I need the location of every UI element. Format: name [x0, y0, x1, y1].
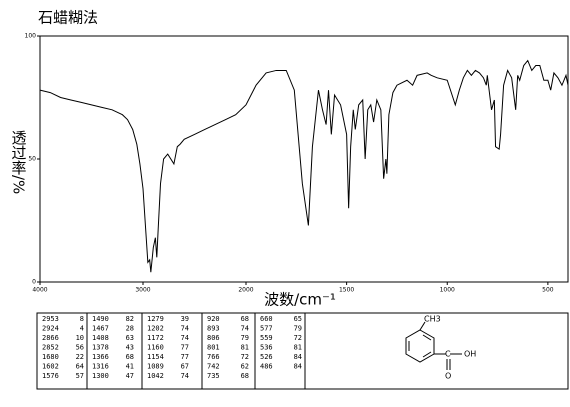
peak-wavenumber: 1300 [92, 372, 109, 380]
peak-wavenumber: 893 [207, 325, 220, 333]
peak-intensity: 81 [294, 344, 302, 352]
peak-wavenumber: 1602 [42, 363, 59, 371]
peak-wavenumber: 1680 [42, 353, 59, 361]
peak-wavenumber: 2953 [42, 315, 59, 323]
peak-intensity: 79 [294, 325, 302, 333]
peak-wavenumber: 2866 [42, 334, 59, 342]
peak-wavenumber: 766 [207, 353, 220, 361]
structure-label: O [445, 372, 451, 381]
peak-intensity: 74 [181, 325, 189, 333]
peak-intensity: 56 [76, 344, 84, 352]
peak-wavenumber: 1042 [147, 372, 164, 380]
peak-wavenumber: 742 [207, 363, 220, 371]
peak-wavenumber: 735 [207, 372, 220, 380]
peak-intensity: 57 [76, 372, 84, 380]
peak-intensity: 82 [126, 315, 134, 323]
peak-intensity: 28 [126, 325, 134, 333]
peak-wavenumber: 526 [260, 353, 273, 361]
y-tick-label: 0 [32, 279, 36, 286]
y-tick-label: 100 [25, 33, 37, 40]
peak-intensity: 74 [181, 372, 189, 380]
peak-wavenumber: 1576 [42, 372, 59, 380]
peak-intensity: 79 [241, 334, 249, 342]
x-tick-label: 1000 [440, 287, 455, 294]
plot-frame [39, 35, 569, 283]
structure-label: C [445, 350, 451, 359]
peak-wavenumber: 577 [260, 325, 273, 333]
peak-wavenumber: 1378 [92, 344, 109, 352]
peak-intensity: 84 [294, 353, 302, 361]
peak-intensity: 22 [76, 353, 84, 361]
peak-intensity: 4 [80, 325, 84, 333]
x-tick-label: 500 [542, 287, 554, 294]
peak-intensity: 43 [126, 344, 134, 352]
peak-wavenumber: 1172 [147, 334, 164, 342]
peak-intensity: 77 [181, 353, 189, 361]
peak-wavenumber: 1316 [92, 363, 109, 371]
peak-wavenumber: 920 [207, 315, 220, 323]
peak-intensity: 41 [126, 363, 134, 371]
peak-intensity: 39 [181, 315, 189, 323]
peak-wavenumber: 1154 [147, 353, 164, 361]
peak-wavenumber: 1366 [92, 353, 109, 361]
x-tick-label: 1500 [339, 287, 354, 294]
peak-wavenumber: 2852 [42, 344, 59, 352]
peak-intensity: 68 [241, 315, 249, 323]
x-tick-label: 4000 [32, 287, 47, 294]
peak-wavenumber: 1408 [92, 334, 109, 342]
peak-intensity: 68 [241, 372, 249, 380]
x-tick-label: 3000 [135, 287, 150, 294]
peak-wavenumber: 536 [260, 344, 273, 352]
structure-label: OH [464, 350, 476, 359]
peak-wavenumber: 1467 [92, 325, 109, 333]
peak-intensity: 65 [294, 315, 302, 323]
peak-wavenumber: 1279 [147, 315, 164, 323]
peak-intensity: 77 [181, 344, 189, 352]
structure-label: CH3 [424, 315, 441, 324]
peak-intensity: 74 [181, 334, 189, 342]
peak-wavenumber: 2924 [42, 325, 59, 333]
peak-intensity: 72 [294, 334, 302, 342]
y-axis-label: 透过率/% [10, 130, 28, 194]
peak-intensity: 10 [76, 334, 84, 342]
peak-wavenumber: 486 [260, 363, 273, 371]
peak-intensity: 84 [294, 363, 302, 371]
spectrum-line [39, 59, 569, 273]
peak-wavenumber: 806 [207, 334, 220, 342]
chart-title: 石蜡糊法 [38, 9, 98, 27]
peak-wavenumber: 559 [260, 334, 273, 342]
peak-wavenumber: 1160 [147, 344, 164, 352]
structure-drawing [405, 321, 462, 370]
peak-intensity: 63 [126, 334, 134, 342]
peak-intensity: 47 [126, 372, 134, 380]
peak-wavenumber: 801 [207, 344, 220, 352]
peak-intensity: 62 [241, 363, 249, 371]
peak-intensity: 8 [80, 315, 84, 323]
peak-table-frame [36, 312, 569, 390]
peak-intensity: 74 [241, 325, 249, 333]
peak-wavenumber: 1490 [92, 315, 109, 323]
peak-intensity: 67 [181, 363, 189, 371]
peak-wavenumber: 660 [260, 315, 273, 323]
peak-intensity: 72 [241, 353, 249, 361]
peak-wavenumber: 1089 [147, 363, 164, 371]
peak-intensity: 81 [241, 344, 249, 352]
peak-intensity: 68 [126, 353, 134, 361]
peak-wavenumber: 1202 [147, 325, 164, 333]
peak-intensity: 64 [76, 363, 84, 371]
y-tick-label: 50 [28, 156, 36, 163]
x-axis-label: 波数/cm⁻¹ [264, 291, 336, 309]
x-tick-label: 2000 [238, 287, 253, 294]
